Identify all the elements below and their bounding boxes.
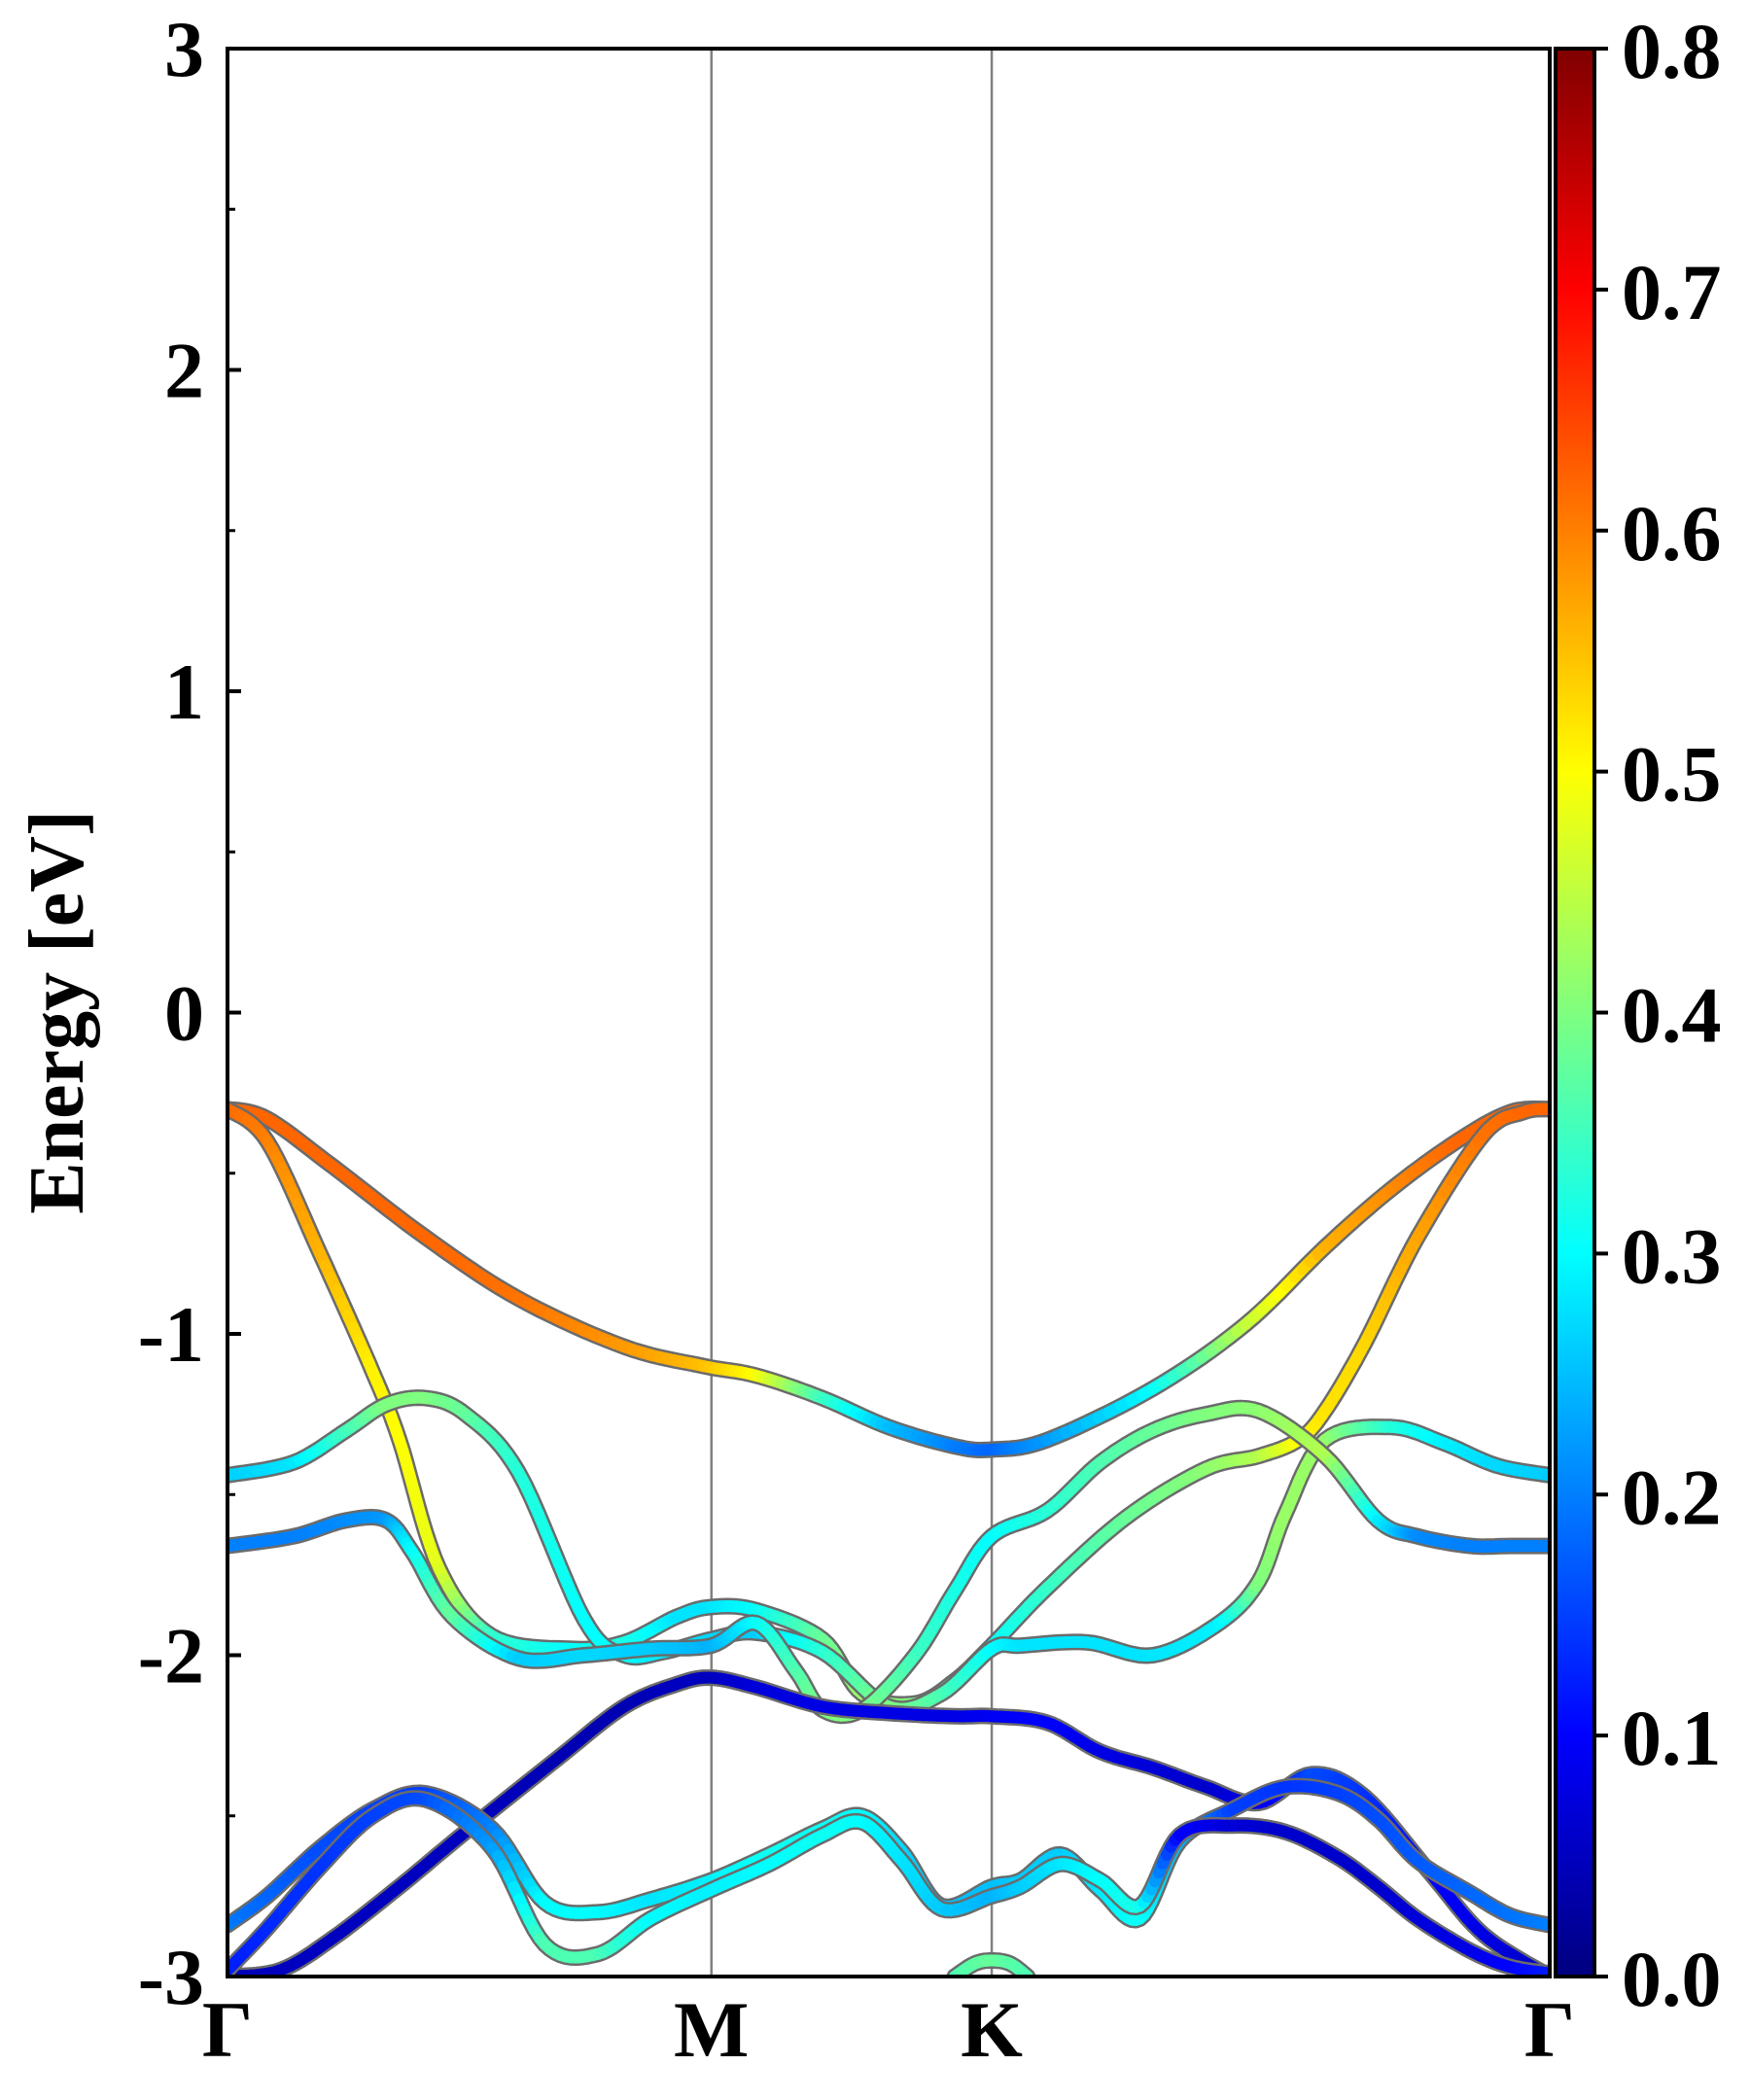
colorbar-tick-label: 0.4	[1622, 971, 1722, 1060]
y-tick-label: 3	[164, 5, 204, 93]
colorbar-tick-label: 0.5	[1622, 730, 1722, 819]
band-1	[228, 1101, 1550, 1713]
colorbar-tick-label: 0.3	[1622, 1211, 1722, 1300]
y-axis-ticks: -3 -2 -1 0 1 2 3	[138, 5, 241, 2021]
colorbar-gradient	[1554, 47, 1596, 1978]
y-axis-label: Energy [eV]	[15, 810, 100, 1213]
colorbar-tick-label: 0.1	[1622, 1694, 1722, 1782]
colorbar-tick-label: 0.7	[1622, 248, 1722, 336]
colorbar: 0.0 0.1 0.2 0.3 0.4 0.5 0.6 0.7 0.8	[1554, 7, 1722, 2023]
y-tick-label: -3	[138, 1933, 204, 2021]
band-outline	[228, 1399, 1550, 1725]
band-outline	[228, 1101, 1550, 1713]
plot-area: -3 -2 -1 0 1 2 3 Γ M K Γ	[138, 5, 1575, 2074]
colorbar-tick-label: 0.6	[1622, 489, 1722, 578]
colorbar-tick-label: 0.8	[1622, 7, 1722, 95]
band-3	[228, 1399, 1550, 1725]
colorbar-ticks: 0.0 0.1 0.2 0.3 0.4 0.5 0.6 0.7 0.8	[1594, 7, 1722, 2023]
y-tick-label: 0	[164, 969, 204, 1058]
y-tick-label: 1	[164, 648, 204, 736]
y-tick-label: -1	[138, 1290, 204, 1379]
x-tick-label: Γ	[1524, 1985, 1575, 2074]
y-tick-label: 2	[164, 327, 204, 415]
band-6	[228, 1790, 1550, 1977]
y-tick-label: -2	[138, 1612, 204, 1700]
colorbar-tick-label: 0.0	[1622, 1935, 1722, 2023]
x-tick-label: K	[961, 1985, 1023, 2074]
bands	[228, 1100, 1550, 1977]
x-tick-label: M	[674, 1985, 749, 2074]
x-tick-label: Γ	[202, 1985, 253, 2074]
colorbar-tick-label: 0.2	[1622, 1452, 1722, 1541]
